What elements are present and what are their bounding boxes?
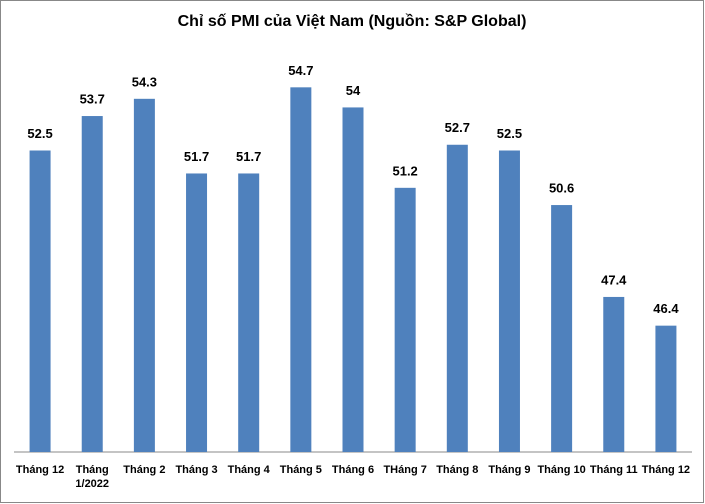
x-tick-label: Tháng 12 xyxy=(641,464,691,476)
data-label: 51.2 xyxy=(392,163,417,178)
x-tick-label: Tháng 8 xyxy=(436,464,479,476)
x-tick-label: THáng 7 xyxy=(383,464,427,476)
x-tick-label: Tháng 11 xyxy=(589,464,638,476)
bar xyxy=(29,150,51,452)
data-label: 46.4 xyxy=(653,301,679,316)
data-label: 52.5 xyxy=(27,126,52,141)
data-label: 53.7 xyxy=(80,91,105,106)
bar xyxy=(394,187,416,453)
bar xyxy=(133,98,155,453)
x-tick-label: Tháng 4 xyxy=(227,464,270,476)
bar xyxy=(290,87,312,452)
data-label: 54.7 xyxy=(288,63,313,78)
chart-title: Chỉ số PMI của Việt Nam (Nguồn: S&P Glob… xyxy=(178,13,527,30)
bar xyxy=(186,173,208,452)
bar xyxy=(238,173,260,452)
bar xyxy=(551,205,573,452)
x-tick-label: Tháng 6 xyxy=(331,464,375,476)
bar xyxy=(498,150,520,452)
bar xyxy=(446,144,468,452)
x-tick-label: Tháng 3 xyxy=(175,464,218,476)
x-tick-label: Tháng 12 xyxy=(15,464,65,476)
data-label: 52.5 xyxy=(497,126,522,141)
data-label: 51.7 xyxy=(236,149,261,164)
bar xyxy=(342,107,364,452)
bar xyxy=(603,296,625,452)
data-label: 54 xyxy=(346,83,361,98)
data-label: 54.3 xyxy=(132,74,157,89)
bar xyxy=(81,116,103,453)
data-label: 50.6 xyxy=(549,180,574,195)
x-tick-label: Tháng 10 xyxy=(537,464,586,476)
x-tick-label: Tháng 5 xyxy=(279,464,322,476)
x-tick-label: Tháng 1/2022 xyxy=(75,464,110,490)
bar xyxy=(655,325,677,452)
x-tick-label: Tháng 9 xyxy=(488,464,531,476)
data-label: 52.7 xyxy=(445,120,470,135)
x-tick-label: Tháng 2 xyxy=(123,464,166,476)
data-label: 51.7 xyxy=(184,149,209,164)
data-label: 47.4 xyxy=(601,272,627,287)
